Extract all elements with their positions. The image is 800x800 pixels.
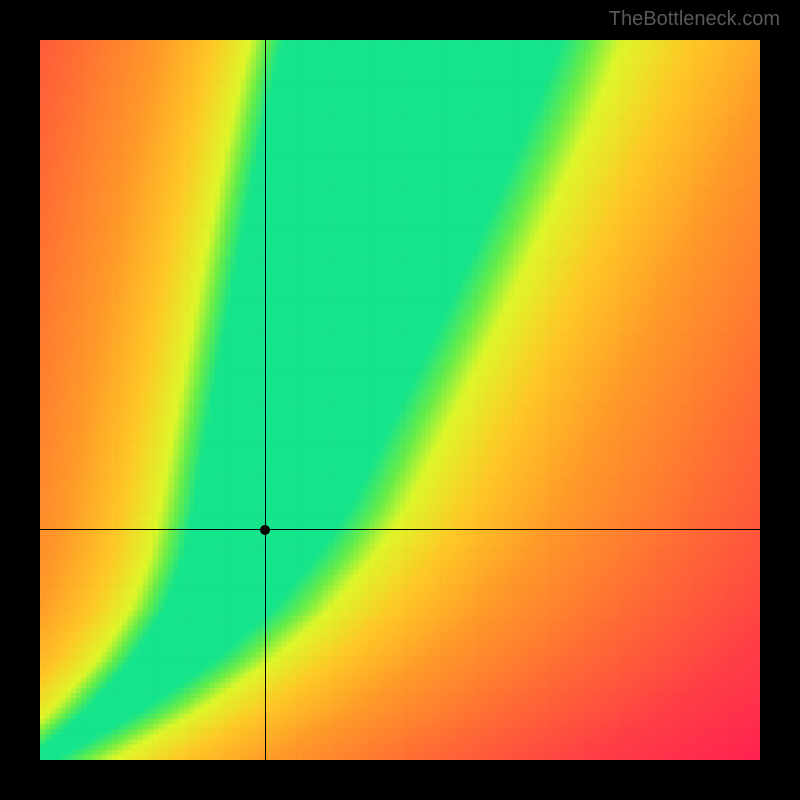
watermark-text: TheBottleneck.com [609,8,780,31]
plot-area [40,40,760,760]
heatmap-canvas [40,40,760,760]
chart-container: TheBottleneck.com [0,0,800,800]
